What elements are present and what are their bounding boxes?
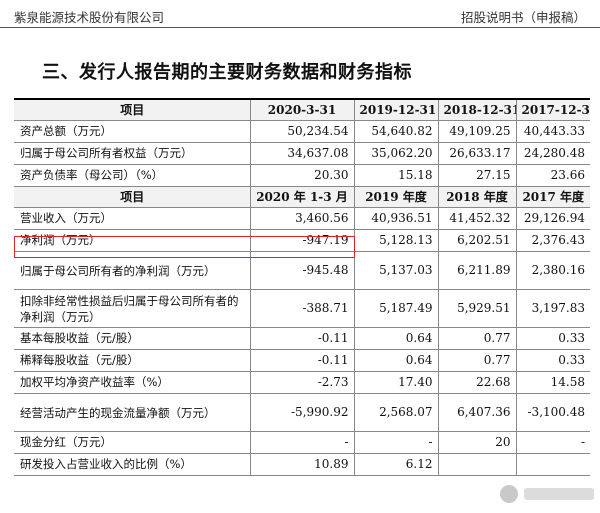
header-cell: 2019 年度 <box>354 186 439 208</box>
cell-value: 0.77 <box>438 327 517 350</box>
cell-value: 22.68 <box>438 371 517 394</box>
row-label: 现金分红（万元） <box>14 431 251 454</box>
table-row: 归属于母公司所有者权益（万元） 34,637.08 35,062.20 26,6… <box>14 142 590 165</box>
header-cell: 项目 <box>14 186 251 208</box>
header-cell: 2017-12-31 <box>516 99 590 121</box>
cell-value: 0.64 <box>354 327 439 350</box>
header-rule <box>0 27 600 28</box>
row-label: 加权平均净资产收益率（%） <box>14 371 251 394</box>
watermark-logo-icon <box>500 485 518 503</box>
table-row: 研发投入占营业收入的比例（%） 10.89 6.12 <box>14 453 590 476</box>
row-label: 净利润（万元） <box>14 229 251 252</box>
header-cell: 2018 年度 <box>438 186 517 208</box>
cell-value: 27.15 <box>438 164 517 187</box>
cell-value: 6,202.51 <box>438 229 517 252</box>
cell-value: 3,460.56 <box>250 207 355 230</box>
header-cell: 项目 <box>14 99 251 121</box>
cell-value: -2.73 <box>250 371 355 394</box>
cell-value: -945.48 <box>250 251 355 290</box>
header-cell: 2020-3-31 <box>250 99 355 121</box>
cell-value: 40,443.33 <box>516 120 590 143</box>
page-header: 紫泉能源技术股份有限公司 招股说明书（申报稿） <box>0 0 600 30</box>
cell-value: 6,407.36 <box>438 393 517 432</box>
cell-value: 2,568.07 <box>354 393 439 432</box>
row-label: 研发投入占营业收入的比例（%） <box>14 453 251 476</box>
table-row: 稀释每股收益（元/股） -0.11 0.64 0.77 0.33 <box>14 349 590 372</box>
cell-value: 0.64 <box>354 349 439 372</box>
header-cell: 2018-12-31 <box>438 99 517 121</box>
cell-value: 40,936.51 <box>354 207 439 230</box>
table-header-row: 项目 2020-3-31 2019-12-31 2018-12-31 2017-… <box>14 99 590 121</box>
cell-value: - <box>354 431 439 454</box>
cell-value: -947.19 <box>250 229 355 252</box>
cell-value: 14.58 <box>516 371 590 394</box>
row-label: 归属于母公司所有者的净利润（万元） <box>14 251 251 290</box>
row-label: 经营活动产生的现金流量净额（万元） <box>14 393 251 432</box>
row-label: 归属于母公司所有者权益（万元） <box>14 142 251 165</box>
cell-value: 34,637.08 <box>250 142 355 165</box>
row-label: 资产负债率（母公司）（%） <box>14 164 251 187</box>
company-name: 紫泉能源技术股份有限公司 <box>14 10 165 25</box>
cell-value: -388.71 <box>250 289 355 328</box>
table-row: 基本每股收益（元/股） -0.11 0.64 0.77 0.33 <box>14 327 590 350</box>
table-row: 资产负债率（母公司）（%） 20.30 15.18 27.15 23.66 <box>14 164 590 187</box>
financial-table: 项目 2020-3-31 2019-12-31 2018-12-31 2017-… <box>14 98 590 476</box>
cell-value: 0.33 <box>516 349 590 372</box>
table-row: 营业收入（万元） 3,460.56 40,936.51 41,452.32 29… <box>14 207 590 230</box>
table-row: 加权平均净资产收益率（%） -2.73 17.40 22.68 14.58 <box>14 371 590 394</box>
table-row: 扣除非经常性损益后归属于母公司所有者的净利润（万元） -388.71 5,187… <box>14 289 590 328</box>
cell-value: -0.11 <box>250 349 355 372</box>
document-title: 招股说明书（申报稿） <box>460 10 586 25</box>
cell-value: 24,280.48 <box>516 142 590 165</box>
cell-value: 6,211.89 <box>438 251 517 290</box>
cell-value: 5,929.51 <box>438 289 517 328</box>
watermark <box>486 481 594 507</box>
cell-value: 2,376.43 <box>516 229 590 252</box>
table-row: 现金分红（万元） - - 20 - <box>14 431 590 454</box>
cell-value: 3,197.83 <box>516 289 590 328</box>
cell-value: -3,100.48 <box>516 393 590 432</box>
cell-value: 23.66 <box>516 164 590 187</box>
cell-value: - <box>516 431 590 454</box>
header-cell: 2019-12-31 <box>354 99 439 121</box>
cell-value: 5,137.03 <box>354 251 439 290</box>
cell-value: 0.77 <box>438 349 517 372</box>
watermark-text-shape <box>524 488 594 500</box>
section-title: 三、发行人报告期的主要财务数据和财务指标 <box>42 62 412 83</box>
cell-value: 15.18 <box>354 164 439 187</box>
cell-value: 41,452.32 <box>438 207 517 230</box>
cell-value: 0.33 <box>516 327 590 350</box>
cell-value: -0.11 <box>250 327 355 350</box>
cell-value: 49,109.25 <box>438 120 517 143</box>
cell-value: 29,126.94 <box>516 207 590 230</box>
cell-value: 17.40 <box>354 371 439 394</box>
table-row: 归属于母公司所有者的净利润（万元） -945.48 5,137.03 6,211… <box>14 251 590 290</box>
row-label: 营业收入（万元） <box>14 207 251 230</box>
row-label: 扣除非经常性损益后归属于母公司所有者的净利润（万元） <box>14 289 251 328</box>
cell-value: 54,640.82 <box>354 120 439 143</box>
cell-value: 5,187.49 <box>354 289 439 328</box>
cell-value <box>516 453 590 476</box>
cell-value: 10.89 <box>250 453 355 476</box>
cell-value: 20.30 <box>250 164 355 187</box>
row-label: 资产总额（万元） <box>14 120 251 143</box>
table-header-row: 项目 2020 年 1-3 月 2019 年度 2018 年度 2017 年度 <box>14 186 590 208</box>
table-row-net-profit: 净利润（万元） -947.19 5,128.13 6,202.51 2,376.… <box>14 229 590 252</box>
cell-value: 26,633.17 <box>438 142 517 165</box>
row-label: 稀释每股收益（元/股） <box>14 349 251 372</box>
cell-value: 5,128.13 <box>354 229 439 252</box>
row-label: 基本每股收益（元/股） <box>14 327 251 350</box>
table-row: 经营活动产生的现金流量净额（万元） -5,990.92 2,568.07 6,4… <box>14 393 590 432</box>
table-row: 资产总额（万元） 50,234.54 54,640.82 49,109.25 4… <box>14 120 590 143</box>
cell-value: 2,380.16 <box>516 251 590 290</box>
cell-value: -5,990.92 <box>250 393 355 432</box>
cell-value: 50,234.54 <box>250 120 355 143</box>
header-cell: 2020 年 1-3 月 <box>250 186 355 208</box>
header-cell: 2017 年度 <box>516 186 590 208</box>
cell-value: 35,062.20 <box>354 142 439 165</box>
cell-value: 6.12 <box>354 453 439 476</box>
cell-value: 20 <box>438 431 517 454</box>
cell-value <box>438 453 517 476</box>
cell-value: - <box>250 431 355 454</box>
